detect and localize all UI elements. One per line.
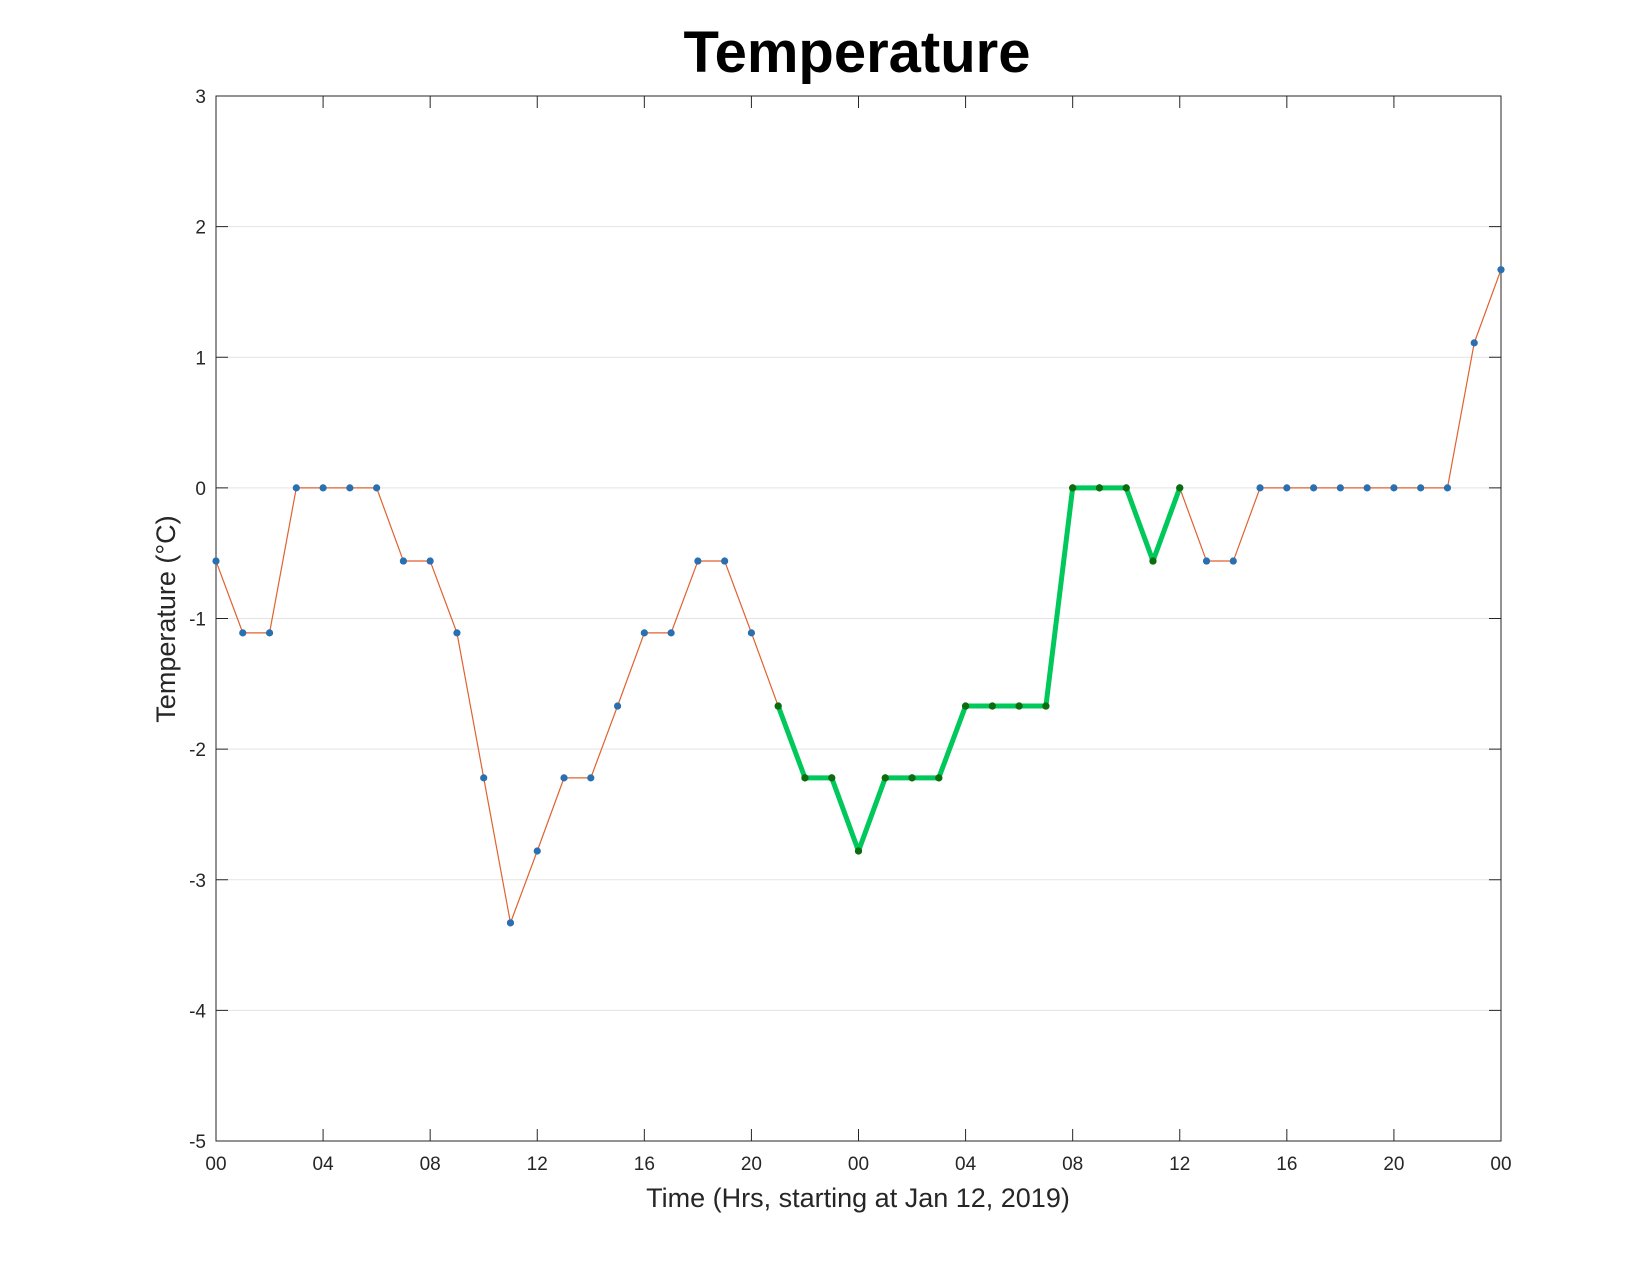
highlight-point xyxy=(935,774,943,782)
x-tick-label: 04 xyxy=(955,1154,977,1175)
temperature-point xyxy=(1310,484,1318,492)
highlight-point xyxy=(881,774,889,782)
temperature-point xyxy=(640,629,648,637)
y-tick-label: -2 xyxy=(189,740,206,761)
temperature-point xyxy=(1470,339,1478,347)
series-layer xyxy=(212,266,1505,927)
temperature-point xyxy=(506,919,515,927)
x-tick-label: 08 xyxy=(1062,1154,1083,1175)
y-tick-label: -4 xyxy=(189,1001,206,1022)
x-tick-label: 08 xyxy=(420,1154,441,1175)
temperature-point xyxy=(560,774,568,782)
highlight-point xyxy=(801,774,809,782)
temperature-point xyxy=(533,847,541,855)
x-tick-label: 20 xyxy=(741,1154,762,1175)
y-tick-label: 3 xyxy=(195,87,206,108)
y-tick-label: 1 xyxy=(195,348,206,369)
highlight-point xyxy=(1015,702,1023,710)
highlight-point xyxy=(1176,484,1184,492)
highlight-line xyxy=(775,485,1183,854)
temperature-point xyxy=(319,484,327,492)
temperature-point xyxy=(399,557,407,565)
temperature-point xyxy=(613,702,622,710)
x-tick-label: 04 xyxy=(313,1154,335,1175)
temperature-point xyxy=(1283,484,1291,492)
highlight-point xyxy=(1042,702,1050,710)
temperature-point xyxy=(1336,484,1344,492)
temperature-point xyxy=(747,629,756,637)
y-tick-label: 0 xyxy=(195,479,206,500)
gridlines xyxy=(216,226,1501,1011)
highlight-point xyxy=(828,774,836,782)
temperature-point xyxy=(346,484,354,492)
highlight-point xyxy=(961,702,970,710)
temperature-point xyxy=(1497,266,1505,274)
temperature-point xyxy=(721,557,729,565)
x-tick-label: 12 xyxy=(527,1154,548,1175)
chart-title: Temperature xyxy=(683,20,1030,85)
temperature-point xyxy=(1229,557,1237,565)
y-tick-label: -3 xyxy=(189,871,206,892)
x-tick-label: 12 xyxy=(1169,1154,1190,1175)
temperature-point xyxy=(1363,484,1371,492)
highlight-point xyxy=(1095,484,1104,492)
temperature-point xyxy=(480,774,488,782)
highlight-point xyxy=(1149,557,1157,565)
x-axis-label: Time (Hrs, starting at Jan 12, 2019) xyxy=(646,1183,1070,1213)
highlight-point xyxy=(1069,484,1077,492)
temperature-point xyxy=(1443,484,1452,492)
y-axis-label: Temperature (°C) xyxy=(151,515,181,722)
temperature-point xyxy=(1202,557,1211,565)
highlight-point xyxy=(854,847,863,855)
x-tick-label: 00 xyxy=(848,1154,869,1175)
y-tick-label: -5 xyxy=(189,1132,206,1153)
x-tick-label: 16 xyxy=(634,1154,655,1175)
temperature-point xyxy=(694,557,702,565)
highlight-point xyxy=(1122,484,1130,492)
x-tick-label: 16 xyxy=(1276,1154,1297,1175)
temperature-point xyxy=(292,484,300,492)
y-tick-label: 2 xyxy=(195,218,206,239)
temperature-point xyxy=(265,629,274,637)
highlight-point xyxy=(908,774,916,782)
x-tick-label: 20 xyxy=(1383,1154,1404,1175)
y-tick-label: -1 xyxy=(189,610,206,631)
temperature-point xyxy=(239,629,247,637)
x-tick-label: 00 xyxy=(205,1154,226,1175)
temperature-point xyxy=(1417,484,1425,492)
highlight-point xyxy=(988,702,996,710)
temperature-point xyxy=(373,484,381,492)
temperature-point xyxy=(453,629,461,637)
temperature-point xyxy=(1256,484,1264,492)
temperature-point xyxy=(1390,484,1398,492)
temperature-point xyxy=(426,557,434,565)
x-tick-label: 00 xyxy=(1490,1154,1511,1175)
temperature-point xyxy=(212,557,220,565)
temperature-point xyxy=(667,629,675,637)
temperature-point xyxy=(587,774,595,782)
highlight-point xyxy=(774,702,782,710)
